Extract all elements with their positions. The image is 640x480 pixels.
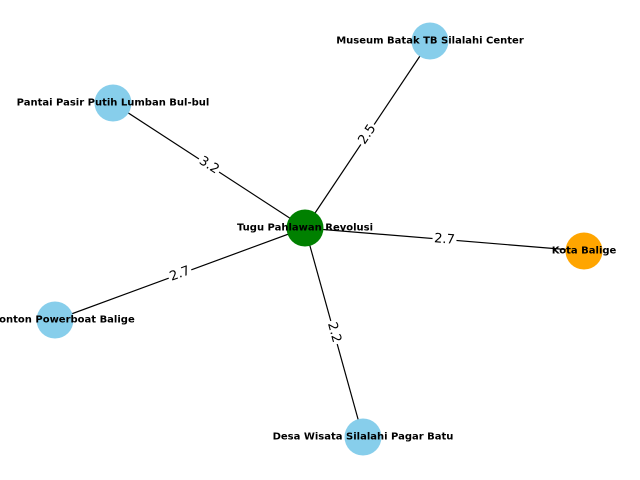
edge-weight-text: 3.2 bbox=[196, 154, 222, 178]
node-tugu bbox=[286, 209, 324, 247]
edge-weight-text: 2.7 bbox=[168, 263, 193, 284]
node-label-tugu: Tugu Pahlawan Revolusi bbox=[237, 223, 373, 234]
edge-weight-background bbox=[431, 230, 458, 249]
node-label-pantai: Pantai Pasir Putih Lumban Bul-bul bbox=[17, 98, 210, 109]
edge-weight-label: 2.2 bbox=[323, 318, 345, 347]
edge-weight-background bbox=[354, 120, 381, 149]
node-desa bbox=[344, 418, 382, 456]
node-label-museum: Museum Batak TB Silalahi Center bbox=[336, 36, 524, 47]
edge-weight-background bbox=[194, 152, 224, 179]
edge-weight-text: 2.7 bbox=[434, 231, 456, 248]
edge-weight-text: 2.5 bbox=[356, 122, 380, 148]
node-label-menonton: Menonton Powerboat Balige bbox=[0, 315, 135, 326]
edge-weight-label: 2.7 bbox=[431, 230, 458, 249]
edge-weight-text: 2.2 bbox=[324, 321, 344, 345]
edge-weight-background bbox=[323, 318, 345, 347]
node-label-desa: Desa Wisata Silalahi Pagar Batu bbox=[273, 432, 454, 443]
node-pantai bbox=[94, 84, 132, 122]
node-label-kota: Kota Balige bbox=[552, 246, 617, 257]
edge-weight-label: 2.7 bbox=[165, 262, 195, 286]
nodes-layer bbox=[36, 22, 603, 456]
node-menonton bbox=[36, 301, 74, 339]
edge-weight-label: 2.5 bbox=[354, 120, 381, 149]
edge-weight-background bbox=[165, 262, 195, 286]
node-museum bbox=[411, 22, 449, 60]
edge-weight-label: 3.2 bbox=[194, 152, 224, 179]
node-kota bbox=[565, 232, 603, 270]
